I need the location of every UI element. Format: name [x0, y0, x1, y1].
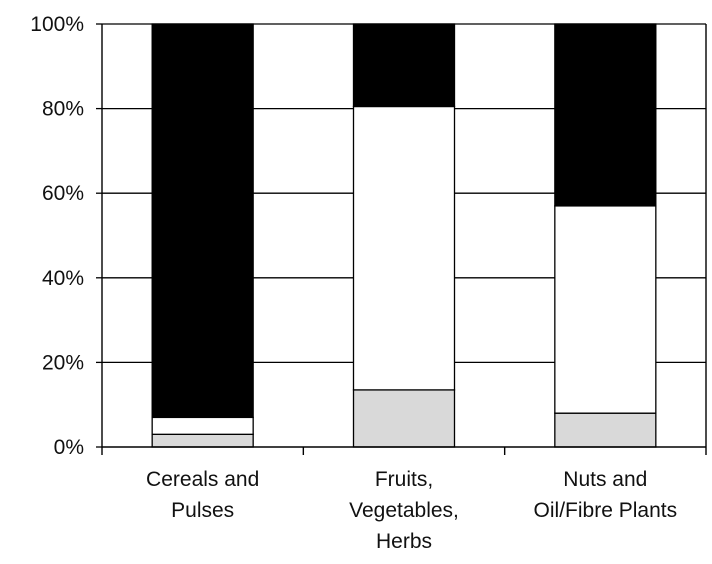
category-label-line: Pulses	[171, 499, 234, 522]
bar-segment	[151, 23, 254, 419]
y-tick-label: 0%	[54, 436, 84, 459]
bar-segment	[554, 205, 657, 414]
y-tick-label: 20%	[42, 351, 84, 374]
axes	[96, 23, 707, 455]
bar-segment	[554, 23, 657, 207]
bar-segment	[352, 105, 456, 391]
category-label: Fruits, Vegetables, Herbs	[349, 468, 459, 553]
bar-segment	[554, 412, 657, 448]
category-label-line: Herbs	[376, 530, 432, 553]
y-tick-label: 60%	[42, 182, 84, 205]
category-label-line: Cereals and	[146, 468, 259, 491]
category-label-line: Fruits,	[375, 468, 433, 491]
y-tick-label: 80%	[42, 98, 84, 121]
category-label-line: Vegetables,	[349, 499, 459, 522]
bar-segment	[352, 23, 456, 108]
category-label-line: Oil/Fibre Plants	[534, 499, 678, 522]
bar-segment	[151, 433, 254, 448]
category-label: Cereals and Pulses	[146, 468, 259, 522]
y-tick-labels: 0% 20% 40% 60% 80% 100%	[30, 13, 84, 459]
bar-segment	[151, 416, 254, 435]
category-label-line: Nuts and	[563, 468, 647, 491]
bars	[151, 23, 657, 448]
category-label: Nuts and Oil/Fibre Plants	[534, 468, 678, 522]
y-tick-label: 40%	[42, 267, 84, 290]
y-tick-label: 100%	[30, 13, 84, 36]
category-labels: Cereals and Pulses Fruits, Vegetables, Herbs…	[146, 468, 677, 553]
bar-segment	[352, 389, 456, 448]
